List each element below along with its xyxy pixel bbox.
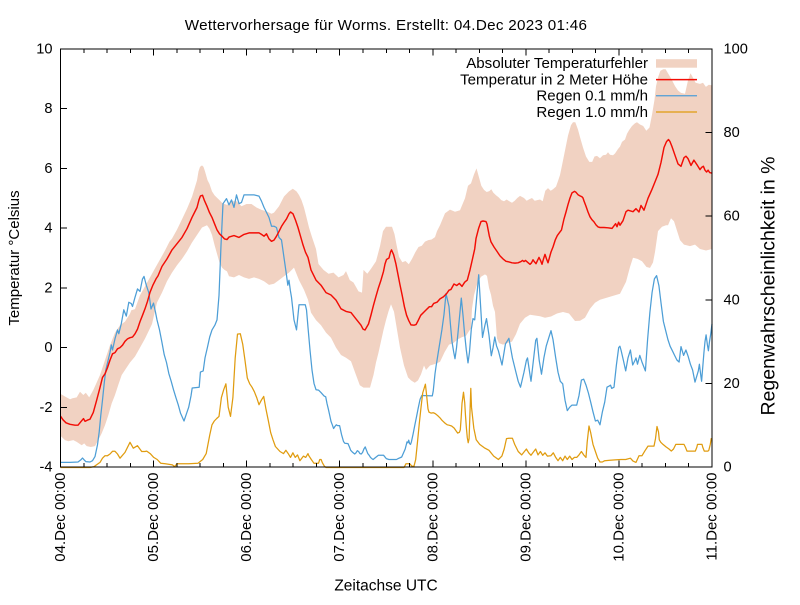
svg-text:07.Dec 00:00: 07.Dec 00:00 [331,473,348,562]
svg-text:Zeitachse UTC: Zeitachse UTC [334,578,437,595]
svg-text:-4: -4 [40,460,53,476]
svg-text:05.Dec 00:00: 05.Dec 00:00 [145,473,162,562]
svg-text:09.Dec 00:00: 09.Dec 00:00 [517,473,534,562]
svg-text:-2: -2 [40,400,53,416]
svg-text:Wettervorhersage für Worms. Er: Wettervorhersage für Worms. Erstellt: 04… [185,17,588,34]
svg-text:4: 4 [44,221,52,237]
svg-text:100: 100 [724,42,748,58]
svg-text:04.Dec 00:00: 04.Dec 00:00 [52,473,69,562]
svg-text:10.Dec 00:00: 10.Dec 00:00 [610,473,627,562]
svg-text:11.Dec 00:00: 11.Dec 00:00 [704,473,721,561]
svg-text:Absoluter Temperaturfehler: Absoluter Temperaturfehler [466,55,648,72]
svg-text:Temperatur °Celsius: Temperatur °Celsius [6,190,23,325]
svg-text:08.Dec 00:00: 08.Dec 00:00 [424,473,441,562]
svg-text:Temperatur in 2 Meter Höhe: Temperatur in 2 Meter Höhe [460,71,648,88]
svg-text:2: 2 [44,280,52,296]
svg-text:Regen 1.0 mm/h: Regen 1.0 mm/h [536,104,648,121]
svg-text:8: 8 [44,101,52,117]
svg-text:10: 10 [36,42,52,58]
svg-text:6: 6 [44,161,52,177]
svg-text:Regenwahrscheinlichkeit in %: Regenwahrscheinlichkeit in % [758,156,780,415]
svg-text:06.Dec 00:00: 06.Dec 00:00 [238,473,255,562]
svg-text:20: 20 [724,376,740,392]
svg-text:Regen 0.1 mm/h: Regen 0.1 mm/h [536,88,648,105]
svg-text:60: 60 [724,209,740,225]
svg-text:80: 80 [724,125,740,141]
svg-text:40: 40 [724,292,740,308]
svg-text:0: 0 [44,340,52,356]
svg-text:0: 0 [724,460,732,476]
